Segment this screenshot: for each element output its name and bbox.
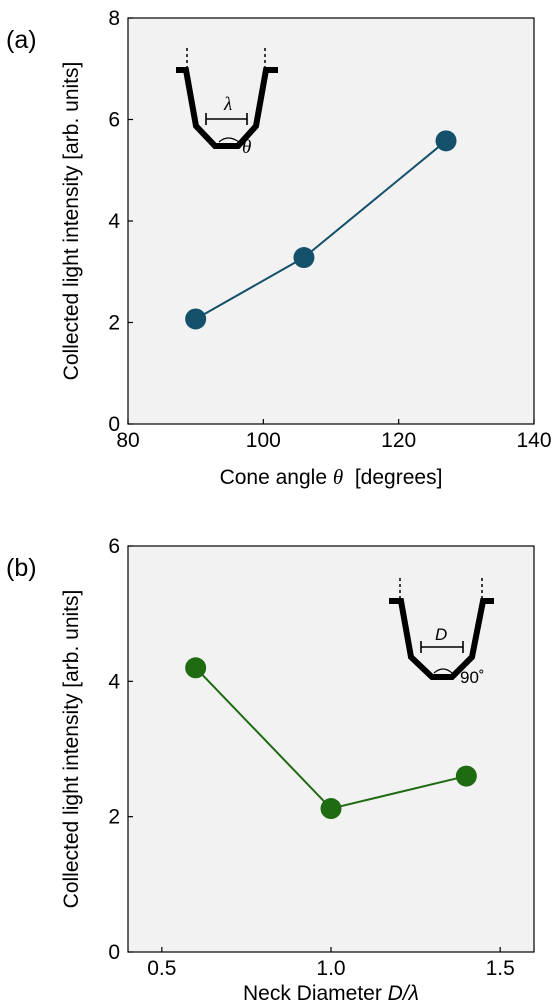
y-tick-label-a-0: 0 bbox=[108, 413, 120, 436]
x-tick-label-a-0: 80 bbox=[116, 429, 139, 452]
x-axis-label-b-symbol: D/λ bbox=[388, 982, 419, 1005]
inset-a-angle-arc bbox=[218, 137, 240, 143]
plot-area-a bbox=[127, 17, 535, 425]
y-tick-label-b-3: 6 bbox=[108, 535, 120, 558]
x-axis-label-b-prefix: Neck Diameter bbox=[243, 982, 388, 1005]
x-tick-label-b-0: 0.5 bbox=[147, 957, 176, 980]
x-tick-label-a-1: 100 bbox=[246, 429, 281, 452]
x-tick-label-b-2: 1.5 bbox=[486, 957, 515, 980]
series-b bbox=[185, 657, 477, 820]
x-axis-label-b: Neck Diameter D/λ bbox=[243, 982, 419, 1005]
panel-label-b: (b) bbox=[6, 554, 37, 582]
x-tick-label-a-3: 140 bbox=[516, 429, 551, 452]
plot-area-b bbox=[127, 545, 535, 953]
x-ticks-b: 0.5 1.0 1.5 bbox=[147, 947, 515, 980]
series-a bbox=[185, 130, 457, 330]
data-point-a-2 bbox=[435, 130, 457, 152]
chart-b: (b) 0 2 4 6 0.5 1.0 1.5 Neck Diameter D/λ Col… bbox=[6, 535, 535, 1005]
chart-a: (a) 0 2 4 6 8 80 100 120 140 Cone angle θ [degr… bbox=[6, 7, 552, 489]
data-point-b-1 bbox=[320, 798, 342, 820]
y-ticks-a: 0 2 4 6 8 bbox=[108, 7, 133, 436]
y-tick-label-a-4: 8 bbox=[108, 7, 120, 30]
data-point-b-2 bbox=[455, 765, 477, 787]
y-axis-label-b: Collected light intensity [arb. units] bbox=[60, 590, 83, 909]
x-axis-label-a-prefix: Cone angle bbox=[220, 466, 333, 489]
inset-b-angle-arc bbox=[433, 668, 453, 674]
inset-cone-a: λ θ bbox=[176, 48, 278, 158]
data-point-a-1 bbox=[293, 247, 315, 269]
inset-a-width-label: λ bbox=[223, 94, 232, 115]
data-point-b-0 bbox=[185, 657, 207, 679]
inset-b-cone-wall bbox=[389, 598, 494, 680]
x-axis-label-a-symbol: θ bbox=[333, 465, 343, 489]
y-tick-label-a-1: 2 bbox=[108, 312, 120, 335]
y-tick-label-a-3: 6 bbox=[108, 109, 120, 132]
inset-a-cone-wall bbox=[176, 67, 278, 149]
inset-a-angle-label: θ bbox=[242, 137, 251, 158]
y-axis-label-a: Collected light intensity [arb. units] bbox=[60, 62, 83, 381]
y-tick-label-b-0: 0 bbox=[108, 941, 120, 964]
x-tick-label-b-1: 1.0 bbox=[316, 957, 345, 980]
x-tick-label-a-2: 120 bbox=[381, 429, 416, 452]
inset-b-width-label: D bbox=[435, 625, 447, 644]
data-point-a-0 bbox=[185, 308, 207, 330]
y-tick-label-b-2: 4 bbox=[108, 670, 120, 693]
y-tick-label-b-1: 2 bbox=[108, 806, 120, 829]
x-axis-label-a-suffix: [degrees] bbox=[343, 466, 442, 489]
y-tick-label-a-2: 4 bbox=[108, 210, 120, 233]
y-ticks-b: 0 2 4 6 bbox=[108, 535, 133, 964]
panel-label-a: (a) bbox=[6, 26, 37, 54]
x-axis-label-a: Cone angle θ [degrees] bbox=[220, 465, 443, 489]
inset-b-angle-label: 90˚ bbox=[460, 668, 485, 687]
inset-cone-b: D 90˚ bbox=[389, 578, 494, 687]
x-ticks-a: 80 100 120 140 bbox=[116, 419, 552, 452]
